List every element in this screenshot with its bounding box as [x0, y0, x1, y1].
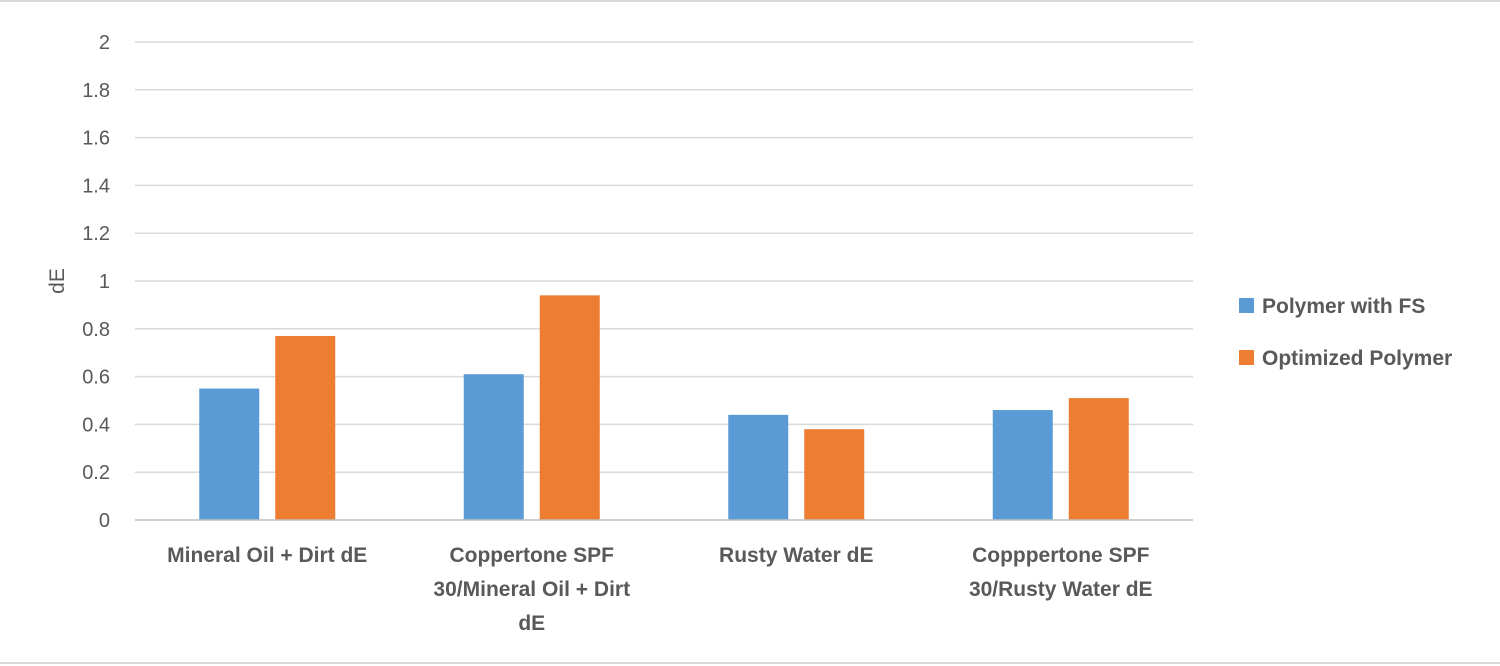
bar-optimized-polymer: [1068, 398, 1129, 520]
x-category-label-line: Coppertone SPF: [449, 544, 614, 567]
bars: [199, 295, 1129, 520]
legend: Polymer with FS Optimized Polymer: [1239, 295, 1452, 370]
legend-swatch: [1239, 350, 1254, 365]
x-category-label: Rusty Water dE: [719, 544, 873, 567]
legend-label: Polymer with FS: [1262, 295, 1425, 318]
bar-polymer-with-fs: [992, 410, 1053, 520]
x-category-label-line: 30/Mineral Oil + Dirt: [433, 578, 630, 601]
legend-label: Optimized Polymer: [1262, 347, 1452, 370]
x-category-label-line: 30/Rusty Water dE: [969, 578, 1153, 601]
x-category-label-line: Mineral Oil + Dirt dE: [167, 544, 367, 567]
y-tick-label: 0.2: [82, 462, 110, 484]
x-category-label: Mineral Oil + Dirt dE: [167, 544, 367, 567]
y-tick-label: 1.8: [82, 80, 110, 102]
bar-polymer-with-fs: [199, 388, 260, 520]
x-category-label: Copppertone SPF 30/Rusty Water dE: [969, 544, 1153, 601]
y-tick-label: 1.2: [82, 223, 110, 245]
y-tick-label: 1.4: [82, 175, 110, 197]
x-category-label-line: Copppertone SPF: [972, 544, 1150, 567]
x-axis-category-labels: Mineral Oil + Dirt dE Coppertone SPF 30/Mi…: [167, 544, 1152, 635]
y-tick-label: 0.4: [82, 414, 110, 436]
legend-entry: Optimized Polymer: [1239, 347, 1452, 370]
y-tick-label: 1.6: [82, 128, 110, 150]
bar-optimized-polymer: [804, 429, 865, 520]
bar-polymer-with-fs: [728, 414, 789, 520]
y-axis-ticks: 0 0.2 0.4 0.6 0.8 1 1.2 1.4 1.6 1.8 2: [82, 32, 110, 532]
y-tick-label: 1: [99, 271, 110, 293]
legend-entry: Polymer with FS: [1239, 295, 1425, 318]
bar-polymer-with-fs: [463, 374, 524, 520]
legend-swatch: [1239, 298, 1254, 313]
y-axis-title: dE: [46, 268, 69, 294]
y-tick-label: 2: [99, 32, 110, 54]
bar-optimized-polymer: [275, 335, 336, 520]
y-tick-label: 0: [99, 510, 110, 532]
y-tick-label: 0.8: [82, 319, 110, 341]
x-category-label-line: dE: [518, 612, 545, 635]
x-category-label-line: Rusty Water dE: [719, 544, 873, 567]
y-tick-label: 0.6: [82, 367, 110, 389]
x-category-label: Coppertone SPF 30/Mineral Oil + Dirt dE: [433, 544, 630, 635]
bar-optimized-polymer: [539, 295, 600, 520]
